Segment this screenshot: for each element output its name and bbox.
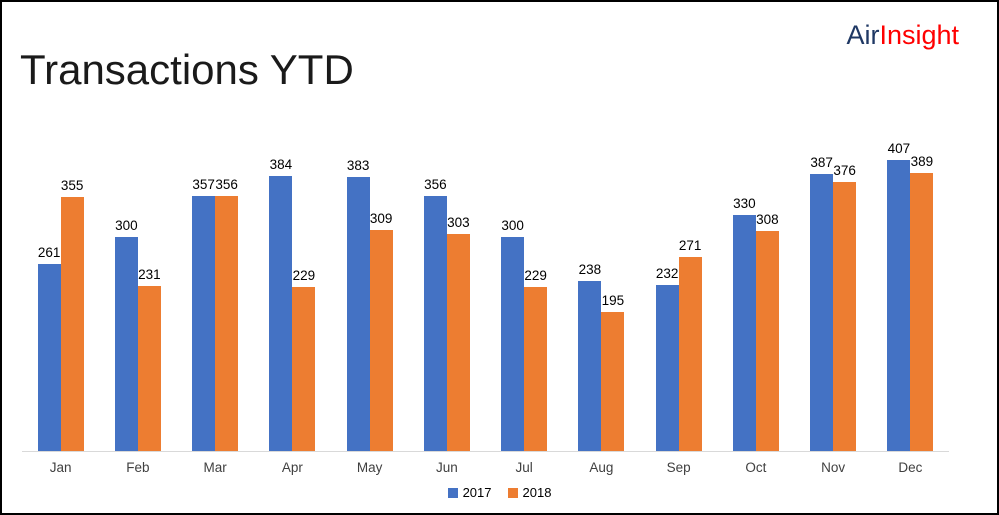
x-tick-label: Oct [745,460,767,475]
data-label: 303 [447,215,470,231]
bar-groups: 261 355 300 231 357 356 384 229 383 309 356 303 300 2… [22,2,949,452]
bar-2018-sep: 271 [678,238,702,451]
bar-2018-jun: 303 [446,215,470,451]
x-tick-label: Feb [126,460,150,475]
data-label: 261 [37,245,61,261]
x-tick-label: Aug [589,460,614,475]
x-axis-labels: Jan Feb Mar Apr May Jun Jul Aug Sep Oct Nov Dec [22,452,949,475]
data-label: 195 [601,292,625,308]
bar-2018-nov: 376 [833,163,857,451]
bar-2018-apr: 229 [292,268,316,451]
data-label: 376 [833,163,856,179]
bar-group-apr: 384 229 [254,157,331,451]
bar-2017-mar: 357 [192,177,216,451]
bar-2017-jul: 300 [501,218,525,451]
x-tick-label: Dec [898,460,923,475]
bar-2018-feb: 231 [137,267,161,451]
data-label: 309 [369,211,393,227]
logo-text-insight: Insight [879,20,959,50]
x-tick-label: Apr [281,460,303,475]
bar-group-dec: 407 389 [872,141,949,451]
x-tick-label: May [356,460,383,475]
legend-item-2017: 2017 [447,485,492,500]
data-label: 330 [733,196,756,212]
legend-item-2018: 2018 [507,485,552,500]
data-label: 300 [115,217,138,233]
chart-plot-area: 261 355 300 231 357 356 384 229 383 309 356 303 300 2… [22,2,949,475]
data-label: 384 [269,157,293,173]
bar-group-nov: 387 376 [795,155,872,451]
chart-legend: 2017 2018 [2,485,997,500]
airinsight-logo: AirInsight [846,20,959,51]
bar-2017-apr: 384 [269,157,293,451]
x-tick-label: Sep [666,460,691,475]
bar-2018-jan: 355 [60,178,84,451]
x-tick-label: Jul [515,460,533,475]
data-label: 407 [887,141,911,156]
data-label: 229 [292,268,316,284]
data-label: 383 [346,158,370,174]
bar-2018-mar: 356 [215,177,239,451]
x-tick-label: Jun [435,460,458,475]
chart-title: Transactions YTD [20,46,354,93]
data-label: 389 [910,153,934,169]
bar-2017-aug: 238 [578,262,602,451]
bar-2017-dec: 407 [887,141,911,451]
bar-group-oct: 330 308 [717,196,794,451]
bar-group-jan: 261 355 [22,178,99,451]
data-label: 356 [215,177,238,193]
data-label: 271 [678,238,702,254]
data-label: 357 [192,176,215,192]
bar-2018-aug: 195 [601,293,625,451]
bar-2017-oct: 330 [732,196,756,451]
bar-2017-feb: 300 [114,218,138,451]
bar-group-aug: 238 195 [563,262,640,451]
bar-group-sep: 232 271 [640,238,717,451]
legend-label: 2018 [522,485,552,500]
bar-2018-jul: 229 [524,268,548,451]
data-label: 231 [138,266,161,282]
bar-2017-may: 383 [346,158,370,451]
bar-group-jun: 356 303 [408,177,485,451]
bar-group-jul: 300 229 [486,218,563,451]
bar-2017-sep: 232 [655,266,679,451]
bar-group-feb: 300 231 [99,218,176,451]
data-label: 232 [655,266,679,282]
x-tick-label: Jan [49,460,72,475]
legend-swatch-icon [507,487,518,498]
data-label: 300 [501,217,524,233]
bar-group-mar: 357 356 [177,177,254,451]
x-tick-label: Nov [821,460,846,475]
x-tick-label: Mar [203,460,227,475]
bar-2018-may: 309 [369,211,393,451]
data-label: 238 [578,261,602,277]
bar-2017-nov: 387 [810,155,834,451]
bar-2017-jun: 356 [423,177,447,451]
data-label: 387 [810,155,833,171]
bar-group-may: 383 309 [331,158,408,451]
legend-label: 2017 [462,485,492,500]
data-label: 229 [524,268,547,284]
bar-2018-oct: 308 [755,212,779,451]
data-label: 355 [60,178,84,194]
bar-2018-dec: 389 [910,154,934,451]
legend-swatch-icon [447,487,458,498]
data-label: 308 [756,211,779,227]
data-label: 356 [424,177,447,193]
bar-2017-jan: 261 [37,245,61,451]
logo-text-air: Air [846,20,880,50]
